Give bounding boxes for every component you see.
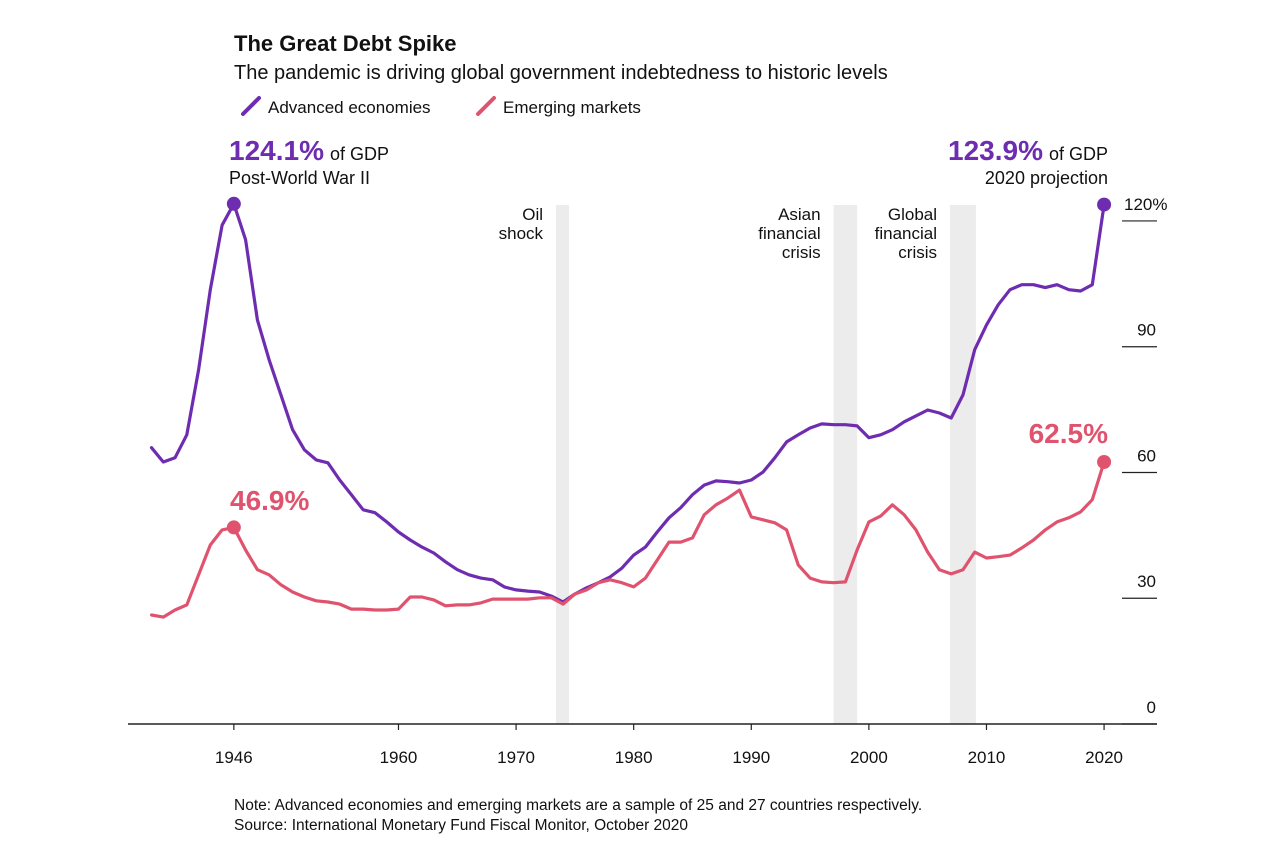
annotation: 123.9% of GDP xyxy=(948,135,1108,166)
annotation-note: Post-World War II xyxy=(229,168,370,188)
shade-label: financial xyxy=(875,224,937,243)
shade-label: financial xyxy=(758,224,820,243)
shade-label: shock xyxy=(499,224,544,243)
shade-band xyxy=(556,205,569,724)
shade-label: crisis xyxy=(898,243,937,262)
shade-label: Global xyxy=(888,205,937,224)
annotation-suffix: of GDP xyxy=(330,144,389,164)
series-line xyxy=(149,460,1106,619)
shade-band xyxy=(950,205,976,724)
footnote: Note: Advanced economies and emerging ma… xyxy=(234,797,922,814)
y-tick-label: 90 xyxy=(1137,321,1156,340)
x-tick-label: 1990 xyxy=(732,748,770,767)
annotation: 46.9% xyxy=(230,485,309,516)
y-tick-label: 120% xyxy=(1124,195,1167,214)
legend-label: Emerging markets xyxy=(503,98,641,117)
annotation-dot xyxy=(1097,455,1112,469)
x-tick-label: 1946 xyxy=(215,748,253,767)
annotation-value: 123.9% xyxy=(948,135,1043,166)
x-tick-label: 1980 xyxy=(615,748,653,767)
annotation-suffix: of GDP xyxy=(1049,144,1108,164)
y-tick-label: 60 xyxy=(1137,446,1156,465)
series-line xyxy=(149,202,1106,604)
annotation-value: 46.9% xyxy=(230,485,309,516)
x-tick-label: 1960 xyxy=(380,748,418,767)
x-tick-label: 1970 xyxy=(497,748,535,767)
y-tick-label: 0 xyxy=(1147,698,1156,717)
chart-title: The Great Debt Spike xyxy=(234,31,457,56)
shade-label: crisis xyxy=(782,243,821,262)
shade-label: Asian xyxy=(778,205,821,224)
annotation-value: 124.1% xyxy=(229,135,324,166)
shade-band xyxy=(833,205,858,724)
legend-swatch xyxy=(241,96,261,116)
annotation-dot xyxy=(1097,197,1112,212)
footnote: Source: International Monetary Fund Fisc… xyxy=(234,817,688,834)
x-tick-label: 2010 xyxy=(968,748,1006,767)
x-tick-label: 2020 xyxy=(1085,748,1123,767)
y-tick-label: 30 xyxy=(1137,572,1156,591)
legend-label: Advanced economies xyxy=(268,98,431,117)
legend-swatch xyxy=(476,96,496,116)
shade-label: Oil xyxy=(522,205,543,224)
annotation: 62.5% xyxy=(1029,418,1108,449)
annotation-value: 62.5% xyxy=(1029,418,1108,449)
annotation-dot xyxy=(226,520,241,535)
x-tick-label: 2000 xyxy=(850,748,888,767)
annotation-dot xyxy=(226,196,241,211)
annotation: 124.1% of GDP xyxy=(229,135,389,166)
annotation-note: 2020 projection xyxy=(985,168,1108,188)
chart-subtitle: The pandemic is driving global governmen… xyxy=(234,62,888,84)
